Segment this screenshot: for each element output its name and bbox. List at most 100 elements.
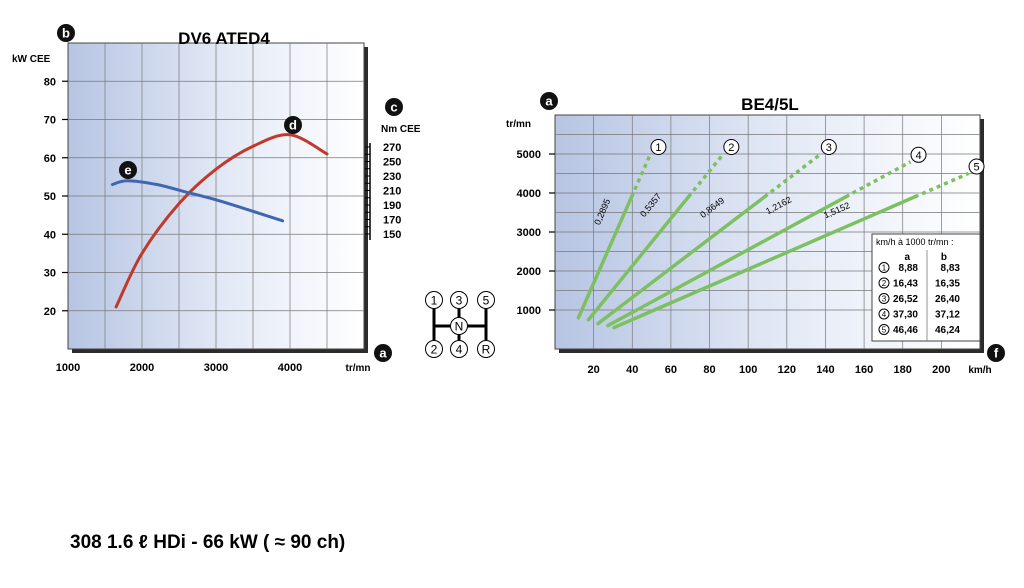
engine-y-label: kW CEE xyxy=(12,54,51,65)
gearbox-y-tick-label: 2000 xyxy=(517,266,541,278)
table-row-gear-2: 2 xyxy=(878,277,890,289)
gear-line-5 xyxy=(612,195,917,330)
engine-y2-tick-label: 170 xyxy=(383,215,401,227)
engine-caption: 308 1.6 ℓ HDi - 66 kW ( ≈ 90 ch) xyxy=(70,532,346,553)
power-curve-badge-disc xyxy=(284,116,302,134)
gear-number-badge-1: 1 xyxy=(650,139,667,155)
shift-gear-2-label: 2 xyxy=(431,342,438,356)
gearbox-x-tick-label: 60 xyxy=(665,364,677,376)
torque-curve-badge: e xyxy=(119,161,137,179)
shift-pattern: 1 3 5 2 4 R N xyxy=(425,291,495,358)
table-cell-b: 8,83 xyxy=(941,263,961,274)
gearbox-title: BE4/5L xyxy=(741,95,799,114)
table-col-b: b xyxy=(941,252,947,263)
table-cell-b: 37,12 xyxy=(935,310,960,321)
gearbox-y-label: tr/mn xyxy=(506,119,531,130)
engine-x-axis-badge-letter: a xyxy=(379,346,387,361)
engine-curve-e xyxy=(110,179,285,223)
engine-chart: DV6 ATED4 kW CEE 20 30 40 50 60 70 80 1000 2000 300… xyxy=(12,29,421,374)
shift-gear-5: 5 xyxy=(477,291,495,309)
gearbox-y-axis-badge: a xyxy=(540,92,558,110)
shift-gear-5-label: 5 xyxy=(483,293,490,307)
shift-gear-3-label: 3 xyxy=(456,293,463,307)
gearbox-chart: BE4/5L tr/mn 1000 2000 3000 4000 5000 20 40 60 80 1… xyxy=(506,95,992,376)
engine-y2-label: Nm CEE xyxy=(381,124,421,135)
engine-x-tick-label: 1000 xyxy=(56,362,80,374)
gear-line-1 xyxy=(576,195,634,320)
gearbox-x-tick-label: 160 xyxy=(855,364,873,376)
engine-y2-tick-label: 210 xyxy=(383,186,401,198)
table-row-gear-1: 1 xyxy=(878,262,890,273)
engine-y2-axis-badge-disc xyxy=(385,98,403,116)
engine-title: DV6 ATED4 xyxy=(178,29,270,48)
table-row-gear-4: 4 xyxy=(878,308,890,320)
gear-line-3 xyxy=(596,195,767,326)
engine-curve-d xyxy=(114,133,329,309)
gearbox-x-axis-badge-disc xyxy=(987,344,1005,362)
engine-y-tick-label: 50 xyxy=(44,191,56,203)
table-frame xyxy=(871,233,981,342)
gearbox-x-tick-label: 40 xyxy=(626,364,638,376)
engine-y2-tick-label: 230 xyxy=(383,171,401,183)
gear-number-badge-3-ring xyxy=(820,139,837,155)
table-row-gear-1-ring xyxy=(878,262,890,273)
gear-speed-table: km/h à 1000 tr/mn : a b 1 8,88 8,83 2 16,43 16,3… xyxy=(871,233,981,342)
shift-gear-4-label: 4 xyxy=(456,342,463,356)
gear-number-badge-2-ring xyxy=(723,139,740,155)
gear-number-badge-1-label: 1 xyxy=(655,142,661,154)
table-row-gear-3: 3 xyxy=(878,293,890,304)
gear-number-badge-3: 3 xyxy=(820,139,837,155)
shift-gear-4-ring xyxy=(450,340,468,358)
gearbox-y-tick-label: 4000 xyxy=(517,188,541,200)
table-row-gear-3-label: 3 xyxy=(882,294,887,303)
engine-y2-tick-label: 270 xyxy=(383,142,401,154)
shift-gear-2: 2 xyxy=(425,340,443,358)
gear-line-dotted-2 xyxy=(687,152,725,199)
gear-line-2 xyxy=(586,195,691,322)
gear-number-badge-3-label: 3 xyxy=(826,142,832,154)
engine-y2-tick-label: 150 xyxy=(383,229,401,241)
shift-gear-R-label: R xyxy=(482,342,491,356)
engine-y-tick-label: 60 xyxy=(44,153,56,165)
gear-number-badge-2-label: 2 xyxy=(728,142,734,154)
table-title: km/h à 1000 tr/mn : xyxy=(876,237,954,247)
engine-x-tick-label: 3000 xyxy=(204,362,228,374)
shift-neutral-label: N xyxy=(455,319,464,333)
gear-number-badge-4-label: 4 xyxy=(915,150,921,162)
gear-number-badge-5: 5 xyxy=(968,158,985,175)
table-row-gear-1-label: 1 xyxy=(882,263,887,272)
shift-gear-2-ring xyxy=(425,340,443,358)
table-row-gear-5-ring xyxy=(878,324,890,335)
power-curve-badge: d xyxy=(284,116,302,134)
engine-x-tick-label: 2000 xyxy=(130,362,154,374)
power-curve-badge-letter: d xyxy=(289,118,297,133)
engine-y-axis-badge-disc xyxy=(57,24,75,42)
table-row-gear-4-ring xyxy=(878,308,890,320)
shift-neutral: N xyxy=(450,317,468,335)
gearbox-x-tick-label: 80 xyxy=(703,364,715,376)
shift-gear-3-ring xyxy=(450,291,468,309)
torque-curve-badge-disc xyxy=(119,161,137,179)
table-row-gear-3-ring xyxy=(878,293,890,304)
table-cell-b: 16,35 xyxy=(935,279,960,290)
shift-gear-R-ring xyxy=(477,340,495,358)
shift-gear-1: 1 xyxy=(425,291,443,309)
gearbox-x-tick-label: 100 xyxy=(739,364,757,376)
gearbox-x-tick-label: 200 xyxy=(932,364,950,376)
gearbox-x-tick-label: 140 xyxy=(816,364,834,376)
shift-neutral-ring xyxy=(450,317,468,335)
shift-gear-1-ring xyxy=(425,291,443,309)
engine-x-label: tr/mn xyxy=(346,363,371,374)
engine-y-tick-label: 40 xyxy=(44,229,56,241)
table-row-gear-2-label: 2 xyxy=(882,279,887,288)
table-row-gear-5: 5 xyxy=(878,324,890,335)
table-col-a: a xyxy=(904,252,910,263)
torque-curve-badge-letter: e xyxy=(124,163,131,178)
shift-gear-4: 4 xyxy=(450,340,468,358)
shift-gear-R: R xyxy=(477,340,495,358)
table-cell-b: 26,40 xyxy=(935,294,960,305)
engine-y2-tick-label: 190 xyxy=(383,200,401,212)
gearbox-x-tick-label: 20 xyxy=(588,364,600,376)
table-cell-a: 37,30 xyxy=(893,310,918,321)
